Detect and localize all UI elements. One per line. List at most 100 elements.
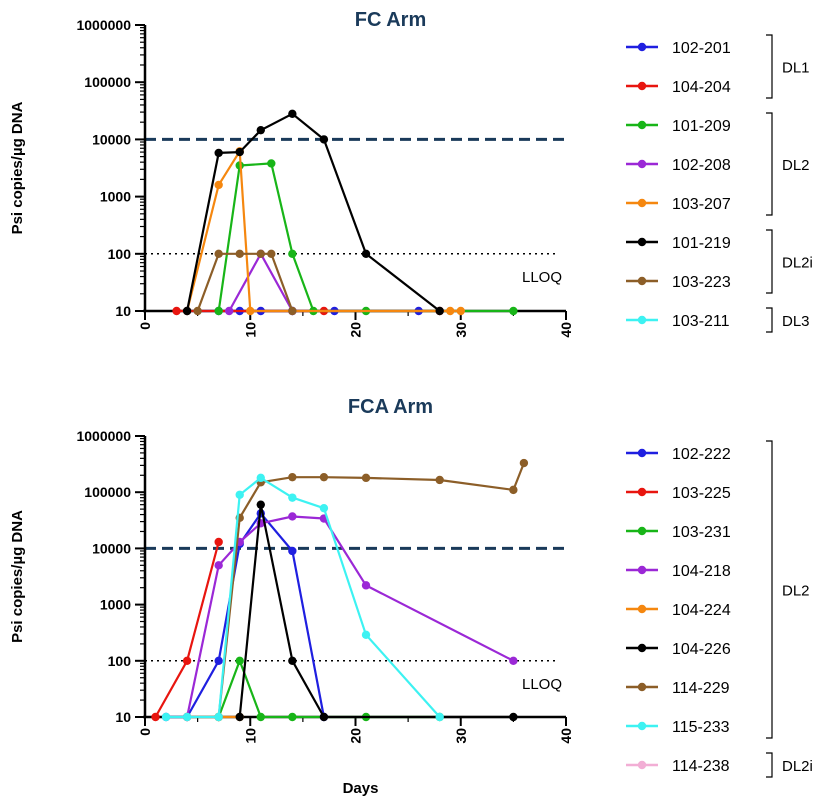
data-point (161, 712, 171, 722)
y-tick-label: 1000 (100, 597, 131, 613)
data-point (288, 546, 297, 556)
legend-group-bracket (766, 752, 773, 778)
legend-label: 103-211 (672, 313, 730, 330)
legend-entry: 104-224 (626, 602, 731, 619)
legend-entry: 103-207 (626, 196, 731, 213)
legend-entry: 101-219 (626, 235, 731, 252)
legend-group-bracket (766, 229, 773, 294)
legend-group-bracket (766, 307, 773, 333)
data-point (288, 656, 297, 665)
legend-label: 104-204 (672, 79, 731, 96)
data-point (288, 306, 297, 316)
x-tick-label: 30 (453, 728, 469, 744)
chart-title: FCA Arm (348, 396, 433, 418)
y-tick-label: 100 (108, 246, 132, 262)
data-point (182, 712, 192, 722)
data-point (214, 561, 223, 570)
data-point (182, 306, 192, 316)
data-point (267, 249, 276, 258)
data-point (182, 656, 192, 665)
legend-group-label: DL2i (782, 255, 813, 272)
legend-swatch-point (637, 315, 647, 325)
data-point (319, 135, 329, 144)
x-tick-label: 40 (558, 322, 574, 338)
data-point (256, 249, 265, 258)
legend-swatch-point (637, 237, 647, 247)
legend-label: 101-219 (672, 235, 731, 252)
data-point (214, 537, 223, 547)
data-point (509, 656, 518, 665)
legend-entry: 101-209 (626, 118, 731, 135)
y-tick-label: 10 (115, 303, 131, 319)
series-line (186, 150, 461, 313)
series-101-219 (182, 109, 444, 316)
data-point (435, 712, 444, 722)
y-tick-label: 1000 (100, 189, 131, 205)
data-point (319, 503, 329, 513)
series-line (186, 515, 514, 718)
legend-entry: 115-233 (626, 719, 730, 736)
data-point (267, 159, 276, 168)
series-line (217, 162, 514, 313)
legend-swatch-point (637, 760, 647, 770)
legend-swatch-point (637, 81, 647, 91)
legend-entry: 104-204 (626, 79, 731, 96)
data-point (214, 148, 223, 158)
legend-group-label: DL3 (782, 313, 810, 330)
legend-label: 102-222 (672, 446, 731, 463)
legend-label: 114-229 (672, 680, 730, 697)
legend-swatch-point (637, 682, 647, 692)
legend-group-label: DL1 (782, 60, 810, 77)
series-104-218 (182, 512, 518, 722)
data-point (235, 490, 244, 499)
x-tick-label: 20 (348, 728, 364, 744)
data-point (361, 630, 371, 640)
legend-label: 114-238 (672, 758, 730, 775)
legend-label: 104-218 (672, 563, 731, 580)
data-point (509, 306, 518, 316)
data-point (214, 249, 223, 258)
data-point (288, 109, 297, 119)
data-point (288, 512, 297, 521)
data-point (288, 712, 297, 722)
data-point (214, 180, 223, 190)
data-point (214, 656, 223, 665)
legend-label: 102-201 (672, 40, 731, 57)
legend-entry: 102-208 (626, 157, 731, 174)
legend-entry: 102-222 (626, 446, 731, 463)
series-line (196, 252, 294, 312)
legend-group-label: DL2i (782, 758, 813, 775)
x-axis-label: Days (343, 780, 379, 797)
data-point (361, 581, 371, 590)
series-103-225 (151, 537, 223, 722)
legend-entry: 103-211 (626, 313, 730, 330)
data-point (256, 712, 265, 722)
series-114-229 (214, 458, 529, 722)
data-point (256, 500, 265, 509)
data-point (509, 485, 518, 495)
data-point (214, 306, 223, 316)
y-tick-label: 1000000 (76, 428, 131, 444)
legend-entry: 102-201 (626, 40, 731, 57)
series-line (166, 512, 325, 719)
data-point (235, 249, 244, 258)
series-115-233 (161, 473, 444, 722)
x-tick-label: 0 (137, 322, 153, 330)
legend-group-bracket (766, 34, 773, 99)
x-tick-label: 10 (242, 728, 258, 744)
legend-label: 101-209 (672, 118, 731, 135)
series-line (186, 112, 441, 312)
legend: 102-201 104-204 101-209 102-208 103-207 101-2… (626, 34, 813, 333)
data-point (151, 712, 160, 722)
data-point (193, 306, 202, 316)
legend-swatch-point (637, 526, 647, 536)
legend-entry: 103-225 (626, 485, 731, 502)
series-103-207 (182, 147, 465, 316)
legend-group-bracket (766, 112, 773, 216)
data-point (361, 249, 371, 258)
legend-swatch-point (637, 276, 647, 286)
legend-entry: 114-238 (626, 758, 730, 775)
